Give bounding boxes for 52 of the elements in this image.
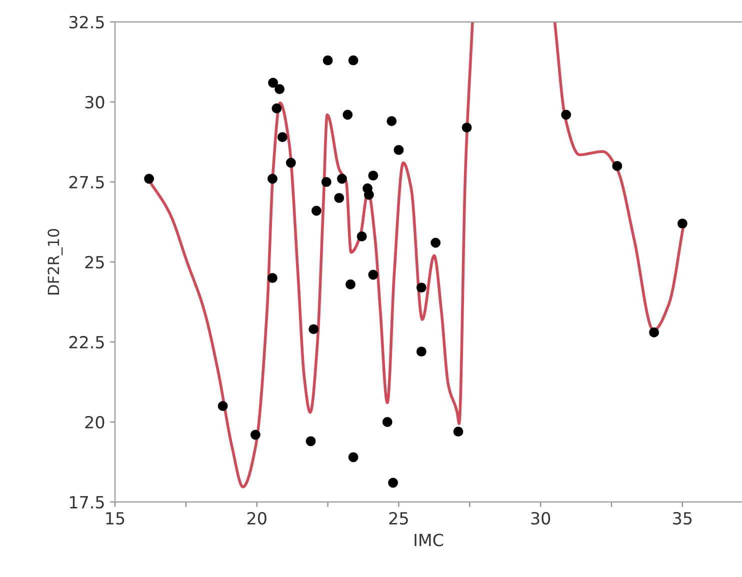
point [306, 436, 316, 446]
y-tick-label: 20 [85, 416, 104, 429]
point [267, 174, 278, 184]
point [277, 132, 288, 142]
point [308, 324, 319, 334]
point [388, 478, 398, 488]
point [649, 327, 660, 338]
x-tick-label: 30 [531, 512, 550, 525]
point [322, 55, 333, 66]
x-tick-label: 25 [389, 512, 408, 525]
point [394, 144, 404, 155]
x-axis-title: IMC [414, 534, 444, 546]
point [144, 174, 154, 184]
point [274, 84, 285, 94]
y-tick-label: 27.5 [69, 176, 104, 189]
point [218, 401, 228, 411]
point [250, 430, 260, 440]
point [453, 426, 464, 437]
point [430, 238, 441, 248]
point [268, 78, 278, 88]
point [386, 116, 397, 126]
y-tick-label: 17.5 [70, 496, 104, 509]
point [267, 272, 278, 283]
point [462, 122, 472, 133]
point [612, 160, 622, 171]
point [346, 279, 356, 290]
point [364, 190, 374, 200]
point [311, 206, 322, 216]
x-tick-label: 15 [106, 512, 124, 525]
point [286, 158, 296, 168]
point [416, 346, 426, 357]
point [368, 270, 378, 280]
y-tick-label: 22.5 [69, 336, 104, 349]
point [561, 110, 572, 120]
point [342, 110, 353, 120]
y-tick-label: 25 [85, 256, 104, 269]
point [334, 192, 344, 203]
point [337, 174, 347, 184]
point [416, 282, 426, 293]
point [382, 417, 392, 427]
y-tick-label: 30 [85, 96, 104, 109]
point [348, 452, 358, 462]
point [368, 170, 378, 181]
point [321, 176, 332, 187]
x-tick-label: 20 [247, 512, 266, 525]
point [348, 55, 358, 66]
y-tick-label: 32.5 [69, 16, 104, 28]
point [356, 231, 367, 242]
point [677, 218, 688, 229]
y-axis-title: DF2R_10 [48, 228, 63, 294]
point [272, 103, 282, 114]
x-tick-label: 35 [673, 512, 692, 525]
